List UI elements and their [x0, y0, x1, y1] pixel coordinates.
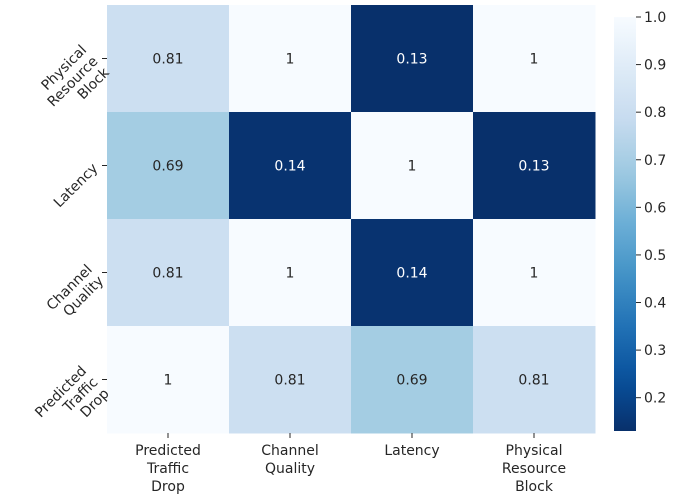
heatmap-cell: [473, 112, 596, 220]
x-tick-label: Latency: [384, 443, 439, 459]
heatmap-cell: [473, 219, 596, 327]
heatmap-cells: [107, 5, 596, 434]
heatmap-cell-labels: 0.81 1 0.13 1 0.69 0.14 1 0.13 0.81 1 0.14 1 1 0.81 0.…: [152, 52, 549, 389]
colorbar-tick-label: 0.2: [644, 391, 666, 407]
heatmap-cell: [107, 326, 230, 434]
heatmap-cell: [473, 5, 596, 113]
cell-value-label: 0.14: [274, 159, 305, 175]
x-axis: Predicted Traffic Drop Channel Quality Latenc…: [135, 433, 566, 495]
colorbar-tick-label: 0.7: [644, 153, 666, 169]
colorbar-tick-label: 0.3: [644, 343, 666, 359]
heatmap-cell: [107, 112, 230, 220]
colorbar-tick-label: 0.6: [644, 200, 666, 216]
y-tick-label: Latency: [51, 161, 101, 211]
heatmap-cell: [351, 112, 474, 220]
x-tick-label: Channel Quality: [261, 443, 318, 477]
x-tick-label: Physical Resource Block: [502, 443, 566, 495]
heatmap-cell: [351, 326, 474, 434]
colorbar-tick-label: 0.8: [644, 105, 666, 121]
cell-value-label: 0.81: [274, 373, 305, 389]
colorbar-tick-label: 1.0: [644, 10, 666, 26]
cell-value-label: 0.13: [396, 52, 427, 68]
cell-value-label: 1: [530, 266, 539, 282]
cell-value-label: 1: [530, 52, 539, 68]
colorbar-tick-label: 0.4: [644, 296, 666, 312]
cell-value-label: 0.69: [152, 159, 183, 175]
cell-value-label: 0.13: [518, 159, 549, 175]
colorbar: 0.2 0.3 0.4 0.5 0.6 0.7 0.8 0.9 1.0: [614, 10, 666, 431]
y-tick-label: PredictedTrafficDrop: [32, 363, 112, 443]
cell-value-label: 0.81: [152, 266, 183, 282]
cell-value-label: 1: [286, 266, 295, 282]
heatmap-cell: [473, 326, 596, 434]
heatmap-cell: [107, 5, 230, 113]
colorbar-gradient: [614, 17, 636, 431]
colorbar-tick-label: 0.5: [644, 248, 666, 264]
heatmap-cell: [229, 5, 352, 113]
x-tick-label: Predicted Traffic Drop: [135, 443, 201, 495]
cell-value-label: 0.81: [518, 373, 549, 389]
cell-value-label: 0.81: [152, 52, 183, 68]
heatmap-cell: [351, 219, 474, 327]
cell-value-label: 1: [286, 52, 295, 68]
y-tick-label: ChannelQuality: [44, 262, 107, 325]
y-tick-label: PhysicalResourceBlock: [33, 42, 113, 122]
heatmap-cell: [229, 112, 352, 220]
heatmap-cell: [229, 326, 352, 434]
heatmap-cell: [107, 219, 230, 327]
heatmap-cell: [229, 219, 352, 327]
cell-value-label: 1: [164, 373, 173, 389]
cell-value-label: 0.14: [396, 266, 427, 282]
colorbar-tick-label: 0.9: [644, 58, 666, 74]
y-axis: PhysicalResourceBlock Latency ChannelQuali…: [32, 42, 113, 443]
heatmap-cell: [351, 5, 474, 113]
cell-value-label: 0.69: [396, 373, 427, 389]
cell-value-label: 1: [408, 159, 417, 175]
